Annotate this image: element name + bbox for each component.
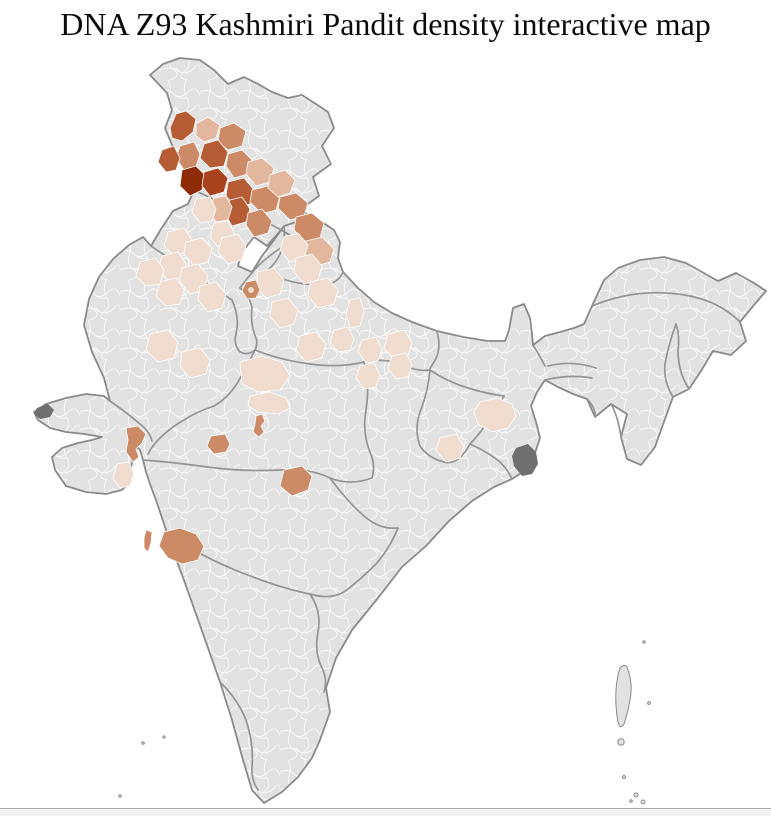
highlighted-district[interactable] [195, 116, 221, 143]
highlighted-district[interactable] [217, 233, 247, 265]
highlighted-district[interactable] [387, 352, 413, 380]
highlighted-district[interactable] [247, 391, 291, 415]
highlighted-district[interactable] [183, 237, 213, 267]
andaman-islands[interactable] [642, 640, 646, 644]
highlighted-district[interactable] [158, 527, 205, 565]
highlighted-district[interactable] [197, 281, 227, 313]
andaman-islands[interactable] [647, 701, 651, 705]
highlighted-district[interactable] [252, 413, 266, 438]
highlighted-district[interactable] [295, 331, 327, 363]
highlighted-district[interactable] [279, 465, 313, 497]
no-data-district[interactable] [512, 444, 538, 476]
andaman-islands[interactable] [615, 664, 632, 728]
highlighted-district[interactable] [175, 141, 201, 171]
highlighted-district[interactable] [267, 169, 296, 198]
highlighted-district[interactable] [383, 329, 413, 361]
highlighted-district[interactable] [245, 208, 273, 238]
andaman-islands[interactable] [622, 775, 626, 779]
lakshadweep-islands[interactable] [118, 794, 122, 798]
highlighted-district[interactable] [248, 287, 254, 293]
nicobar-islands[interactable] [633, 792, 639, 798]
highlighted-district[interactable] [199, 139, 229, 169]
highlighted-district[interactable] [357, 336, 383, 364]
no-data-district[interactable] [34, 404, 54, 419]
highlighted-district[interactable] [473, 397, 517, 433]
page-title: DNA Z93 Kashmiri Pandit density interact… [60, 6, 711, 42]
highlighted-district[interactable] [355, 362, 381, 390]
islands [118, 640, 651, 812]
state-borders [109, 189, 741, 791]
highlighted-district[interactable] [157, 145, 181, 173]
highlighted-district[interactable] [179, 347, 211, 379]
highlighted-district[interactable] [345, 297, 365, 329]
highlighted-district[interactable] [143, 529, 153, 553]
highlighted-district[interactable] [206, 433, 231, 455]
highlighted-district[interactable] [179, 165, 207, 197]
andaman-islands[interactable] [617, 738, 625, 746]
highlighted-district[interactable] [329, 326, 355, 353]
nicobar-islands[interactable] [629, 799, 633, 803]
highlighted-district[interactable] [435, 433, 465, 463]
highlighted-districts [34, 110, 538, 565]
lakshadweep-islands[interactable] [141, 741, 145, 745]
india-landmass[interactable] [33, 57, 767, 804]
highlighted-district[interactable] [191, 196, 217, 224]
highlighted-district[interactable] [269, 297, 299, 329]
horizontal-scrollbar-track[interactable] [0, 808, 771, 816]
highlighted-district[interactable] [135, 257, 165, 287]
highlighted-district[interactable] [239, 355, 291, 393]
highlighted-district[interactable] [155, 277, 185, 307]
highlighted-district[interactable] [169, 110, 197, 142]
highlighted-district[interactable] [125, 425, 147, 463]
highlighted-district[interactable] [145, 329, 179, 363]
nicobar-islands[interactable] [640, 799, 646, 805]
lakshadweep-islands[interactable] [162, 735, 166, 739]
highlighted-district[interactable] [307, 277, 339, 309]
highlighted-district[interactable] [201, 167, 229, 197]
highlighted-district[interactable] [112, 461, 135, 489]
